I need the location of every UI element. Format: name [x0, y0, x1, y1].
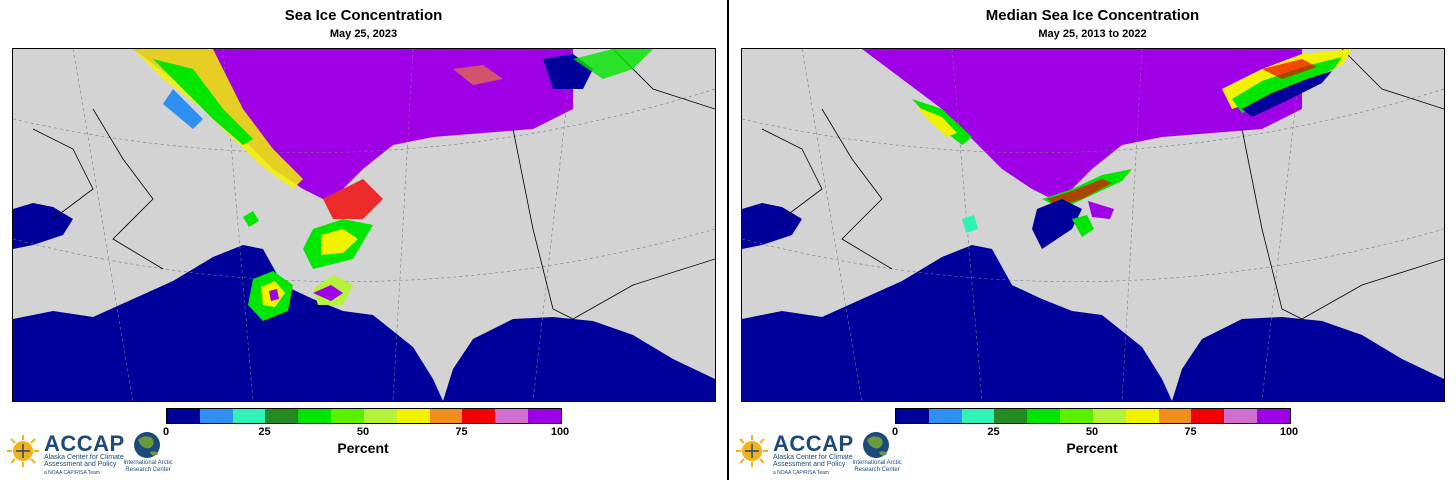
panel-current: Sea Ice Concentration May 25, 2023 [0, 0, 727, 480]
map-subtitle: May 25, 2013 to 2022 [1038, 28, 1147, 40]
colorbar-segment [462, 409, 496, 423]
colorbar-segment [928, 409, 962, 423]
colorbar-segment [1060, 409, 1093, 423]
panel-divider [727, 0, 729, 480]
colorbar-segment [396, 409, 430, 423]
logo-line: Assessment and Policy [773, 461, 846, 468]
colorbar-ticks: 0 25 50 75 100 [891, 426, 1298, 440]
colorbar-segment [896, 409, 929, 423]
colorbar-segment [363, 409, 397, 423]
colorbar-ticks: 0 25 50 75 100 [162, 426, 569, 440]
colorbar-segment [331, 409, 364, 423]
ice-edge-bands [912, 49, 1352, 249]
colorbar-segment [1027, 409, 1061, 423]
logo-line: a NOAA CAP/RISA Team [773, 470, 830, 476]
accap-logo: ACCAP Alaska Center for Climate Assessme… [735, 430, 935, 476]
iarc-globe-icon [134, 432, 160, 458]
tick-label: 0 [891, 426, 899, 438]
colorbar-segment [167, 409, 200, 423]
colorbar-segment [1257, 409, 1290, 423]
sun-snowflake-icon [7, 435, 39, 467]
iarc-label: International Arctic Research Center [852, 460, 902, 473]
tick-label: 100 [1279, 426, 1299, 438]
sea-ice-map [12, 48, 716, 402]
colorbar-segment [1158, 409, 1192, 423]
accap-logo: ACCAP Alaska Center for Climate Assessme… [6, 430, 206, 476]
colorbar-segment [961, 409, 995, 423]
colorbar-segment [265, 409, 299, 423]
panel-median: Median Sea Ice Concentration May 25, 201… [729, 0, 1456, 480]
map-subtitle: May 25, 2023 [329, 28, 398, 40]
tick-label: 75 [1184, 426, 1197, 438]
colorbar-segment [1191, 409, 1225, 423]
sun-snowflake-icon [736, 435, 768, 467]
tick-label: 50 [1085, 426, 1099, 438]
colorbar-label: Percent [1066, 440, 1118, 456]
logo-line: Alaska Center for Climate [773, 454, 853, 461]
colorbar-segment [298, 409, 332, 423]
colorbar-label: Percent [337, 440, 389, 456]
colorbar-segment [232, 409, 266, 423]
iarc-label: International Arctic Research Center [123, 460, 173, 473]
tick-label: 0 [162, 426, 170, 438]
colorbar-segment [528, 409, 561, 423]
colorbar-segment [1125, 409, 1159, 423]
colorbar [895, 408, 1291, 424]
colorbar [166, 408, 562, 424]
logo-line: Alaska Center for Climate [44, 454, 124, 461]
colorbar-segment [199, 409, 233, 423]
colorbar-segment [429, 409, 463, 423]
median-sea-ice-map [741, 48, 1445, 402]
map-title: Median Sea Ice Concentration [985, 7, 1200, 24]
colorbar-segment [495, 409, 529, 423]
tick-label: 50 [356, 426, 370, 438]
accap-wordmark: ACCAP [773, 431, 854, 456]
tick-label: 75 [455, 426, 468, 438]
tick-label: 25 [258, 426, 271, 438]
tick-label: 100 [550, 426, 570, 438]
colorbar-segment [1224, 409, 1258, 423]
iarc-globe-icon [863, 432, 889, 458]
colorbar-segment [1092, 409, 1126, 423]
logo-line: Assessment and Policy [44, 461, 117, 468]
map-title: Sea Ice Concentration [284, 7, 443, 24]
logo-line: a NOAA CAP/RISA Team [44, 470, 101, 476]
accap-wordmark: ACCAP [44, 431, 125, 456]
ice-edge-bands [133, 49, 653, 321]
colorbar-segment [994, 409, 1028, 423]
tick-label: 25 [987, 426, 1000, 438]
